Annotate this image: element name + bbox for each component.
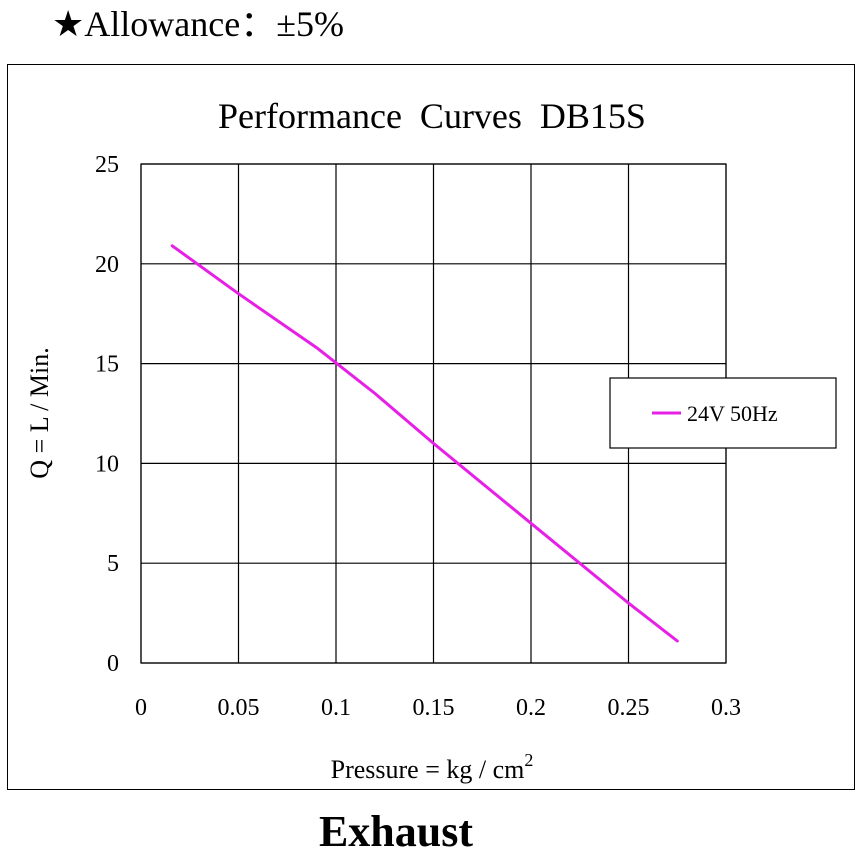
y-tick-label: 20 — [95, 252, 119, 278]
y-tick-label: 25 — [95, 152, 119, 178]
allowance-note: ★Allowance：±5% — [52, 4, 344, 44]
legend-label: 24V 50Hz — [687, 401, 778, 426]
x-tick-label: 0.3 — [711, 695, 741, 721]
x-axis-label-main: Pressure = kg / cm — [331, 755, 525, 784]
series-line-0 — [170, 244, 679, 643]
x-axis-label-superscript: 2 — [524, 750, 533, 770]
tick-labels: 0 0.05 0.1 0.15 0.2 0.25 0.3 0 5 10 15 20 25 — [95, 152, 741, 721]
x-tick-label: 0.15 — [413, 695, 455, 721]
x-tick-label: 0.25 — [608, 695, 650, 721]
legend: 24V 50Hz — [609, 377, 837, 449]
y-tick-label: 15 — [95, 352, 119, 378]
x-axis-label: Pressure = kg / cm2 — [331, 750, 534, 784]
y-tick-label: 0 — [107, 651, 119, 677]
y-axis-label: Q = L / Min. — [25, 347, 54, 478]
series-layer — [170, 244, 679, 643]
x-tick-label: 0.05 — [218, 695, 260, 721]
chart-frame — [7, 64, 855, 790]
x-tick-label: 0.2 — [516, 695, 546, 721]
y-tick-label: 5 — [107, 551, 119, 577]
chart-title: Performance Curves DB15S — [218, 96, 646, 136]
exhaust-caption: Exhaust — [318, 807, 474, 856]
y-tick-label: 10 — [95, 451, 119, 477]
x-tick-label: 0 — [135, 695, 147, 721]
legend-box — [609, 377, 837, 449]
x-tick-label: 0.1 — [321, 695, 351, 721]
